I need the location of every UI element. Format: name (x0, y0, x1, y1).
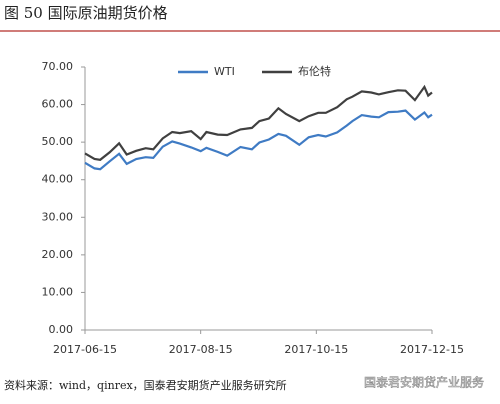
y-tick-label: 20.00 (42, 248, 74, 261)
legend-label: 布伦特 (298, 64, 331, 78)
y-tick-label: 60.00 (42, 98, 74, 111)
legend-label: WTI (214, 65, 235, 78)
source-note: 资料来源：wind，qinrex，国泰君安期货产业服务研究所 (4, 378, 287, 392)
line-series (84, 84, 433, 161)
watermark: 国泰君安期货产业服务 (364, 375, 484, 390)
y-tick-label: 0.00 (49, 323, 74, 336)
x-tick-label: 2017-06-15 (53, 343, 117, 356)
y-tick-label: 30.00 (42, 210, 74, 223)
y-tick-label: 70.00 (42, 60, 74, 73)
y-tick-label: 50.00 (42, 135, 74, 148)
y-tick-label: 40.00 (42, 173, 74, 186)
x-tick-label: 2017-10-15 (284, 343, 348, 356)
chart-title: 图 50 国际原油期货价格 (4, 4, 168, 22)
x-tick-label: 2017-12-15 (400, 343, 464, 356)
line-series (84, 109, 433, 171)
y-tick-label: 10.00 (42, 285, 74, 298)
x-tick-label: 2017-08-15 (169, 343, 233, 356)
